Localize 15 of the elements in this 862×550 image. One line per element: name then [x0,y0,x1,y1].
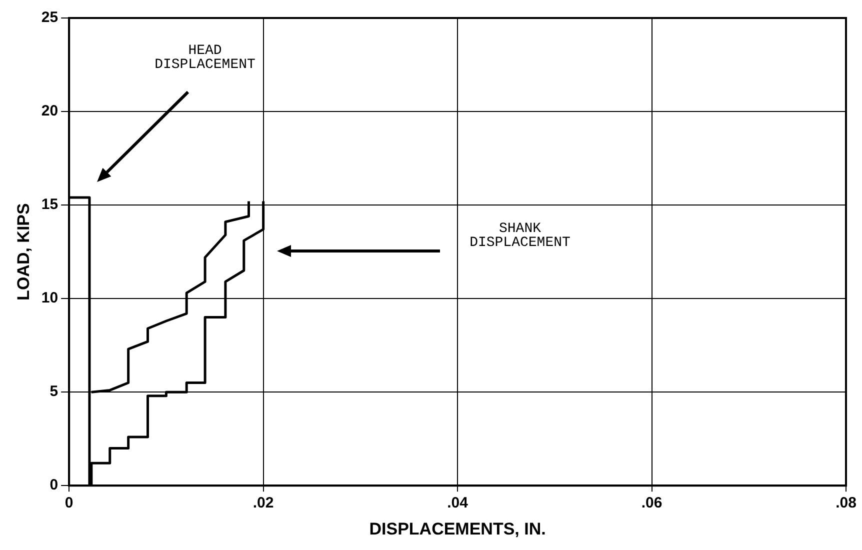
y-tick-label: 25 [41,9,58,26]
y-tick-label: 5 [50,383,58,400]
y-axis-title: LOAD, KIPS [14,203,33,300]
annotation: SHANK DISPLACEMENT [470,221,570,251]
y-tick-label: 10 [41,290,58,307]
x-tick-label: .04 [447,494,469,512]
x-tick-label: .02 [252,494,274,512]
x-tick-label: 0 [64,494,74,512]
y-tick-label: 20 [41,102,58,120]
x-axis-title: DISPLACEMENTS, IN. [369,519,546,538]
annotation: HEAD DISPLACEMENT [154,43,256,73]
x-tick-label: .08 [836,494,856,512]
y-tick-label: 15 [41,196,58,214]
y-tick-label: 0 [50,476,58,494]
x-tick-label: .06 [641,494,662,512]
